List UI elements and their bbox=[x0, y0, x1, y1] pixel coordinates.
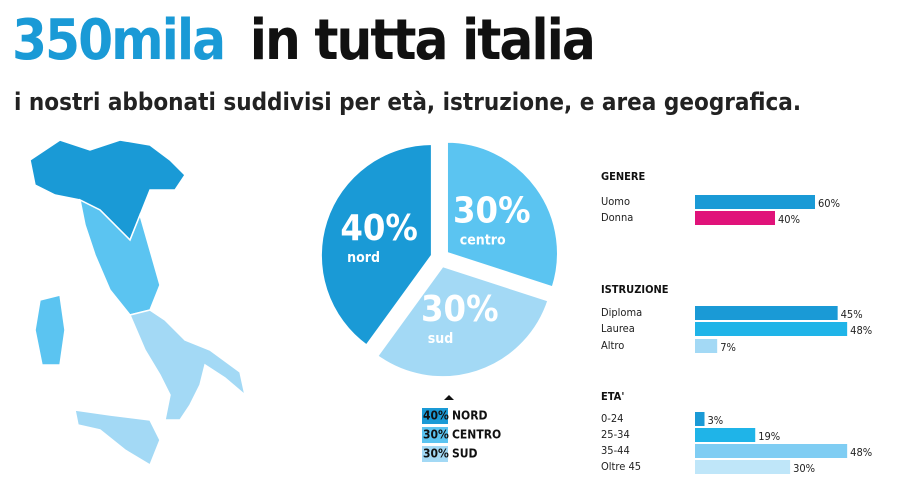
legend-swatch bbox=[422, 427, 448, 443]
bar bbox=[695, 444, 848, 458]
italy-map bbox=[29, 139, 247, 467]
legend-value: 30% bbox=[423, 447, 449, 461]
legend-label: NORD bbox=[452, 409, 488, 423]
legend-swatch bbox=[422, 446, 448, 462]
bar-label: 35-44 bbox=[601, 444, 630, 457]
bar-value: 19% bbox=[758, 430, 780, 443]
headline-title: in tutta italia bbox=[250, 8, 594, 73]
bar-chart-title: GENERE bbox=[601, 170, 646, 183]
bar bbox=[695, 460, 791, 474]
pie-slice bbox=[374, 263, 551, 380]
slice-value: 30% bbox=[453, 190, 531, 231]
bar-label: Altro bbox=[601, 339, 624, 352]
bar-label: Uomo bbox=[601, 195, 630, 208]
bar-label: Laurea bbox=[601, 322, 635, 335]
bar bbox=[695, 211, 775, 225]
bar-chart-title: ETA' bbox=[601, 390, 624, 403]
bar-value: 60% bbox=[818, 197, 840, 210]
bar-value: 3% bbox=[708, 414, 724, 427]
legend-value: 40% bbox=[423, 409, 449, 423]
map-sicilia bbox=[74, 409, 161, 467]
slice-label: centro bbox=[460, 232, 506, 248]
bar-label: 25-34 bbox=[601, 428, 630, 441]
slice-value: 40% bbox=[340, 208, 418, 249]
bar-value: 48% bbox=[850, 324, 872, 337]
bar-value: 45% bbox=[841, 308, 863, 321]
bar bbox=[695, 428, 756, 442]
bar-value: 40% bbox=[778, 213, 800, 226]
bar-value: 7% bbox=[720, 341, 736, 354]
bar-value: 48% bbox=[850, 446, 872, 459]
bar bbox=[695, 412, 705, 426]
bar-label: 0-24 bbox=[601, 412, 623, 425]
map-centro bbox=[78, 198, 161, 316]
headline: 350mila in tutta italia bbox=[12, 8, 594, 73]
map-nord bbox=[29, 139, 186, 242]
bar-chart-title: ISTRUZIONE bbox=[601, 283, 669, 296]
legend-arrow bbox=[444, 395, 454, 400]
bar-value: 30% bbox=[793, 462, 815, 475]
bar bbox=[695, 339, 718, 353]
bar-label: Oltre 45 bbox=[601, 460, 641, 473]
slice-label: nord bbox=[347, 250, 380, 266]
bar-label: Donna bbox=[601, 211, 633, 224]
bar bbox=[695, 306, 838, 320]
slice-label: sud bbox=[428, 331, 453, 347]
map-sardegna bbox=[34, 294, 66, 366]
bar bbox=[695, 195, 815, 209]
legend-label: CENTRO bbox=[452, 428, 501, 442]
bar bbox=[695, 322, 848, 336]
pie-slice bbox=[444, 139, 560, 290]
slice-value: 30% bbox=[421, 289, 499, 330]
bar-label: Diploma bbox=[601, 306, 642, 319]
headline-highlight: 350mila bbox=[12, 8, 224, 73]
legend-label: SUD bbox=[452, 447, 478, 461]
legend-value: 30% bbox=[423, 428, 449, 442]
legend-swatch bbox=[422, 408, 448, 424]
subtitle: i nostri abbonati suddivisi per età, ist… bbox=[14, 88, 801, 116]
pie-slice bbox=[318, 142, 434, 349]
map-sud bbox=[128, 309, 247, 421]
